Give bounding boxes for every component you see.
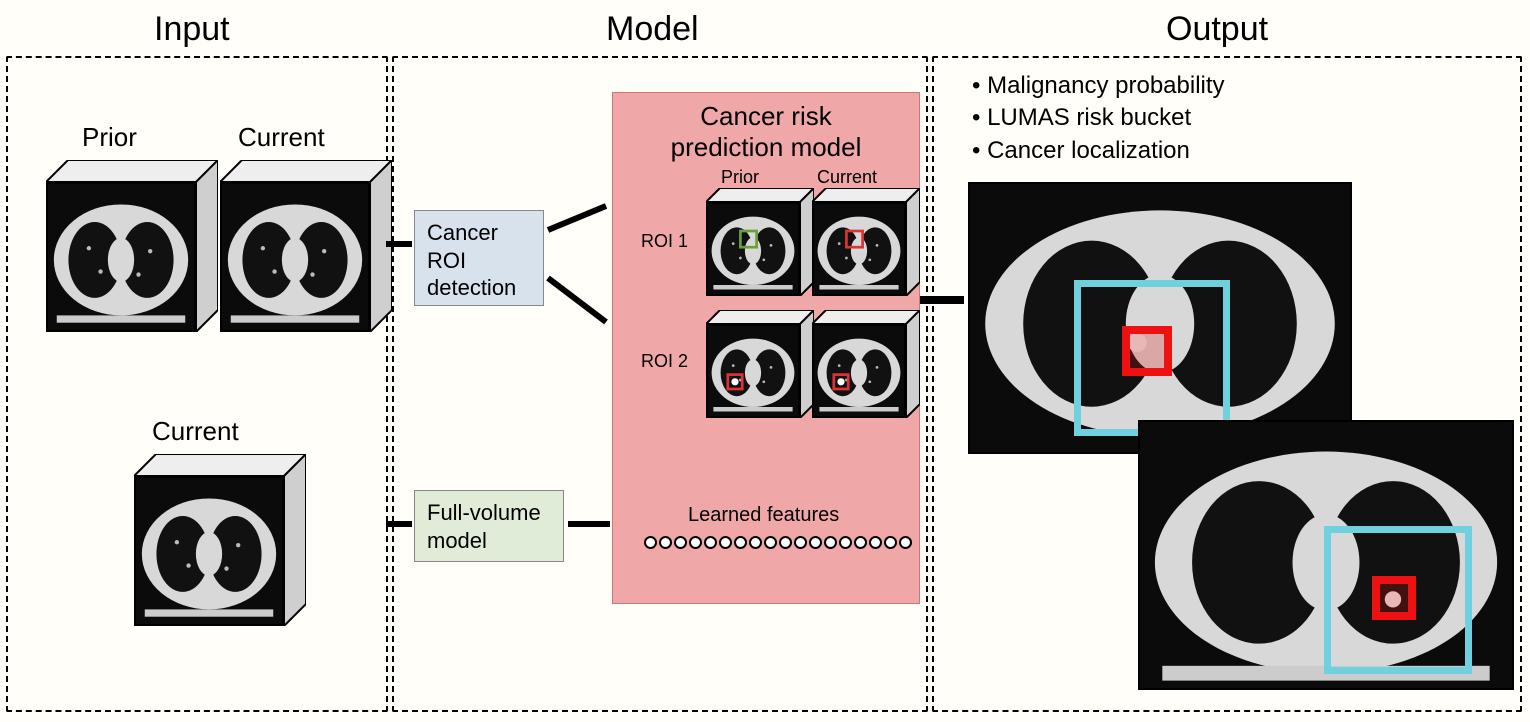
arrows-layer — [0, 0, 1530, 722]
